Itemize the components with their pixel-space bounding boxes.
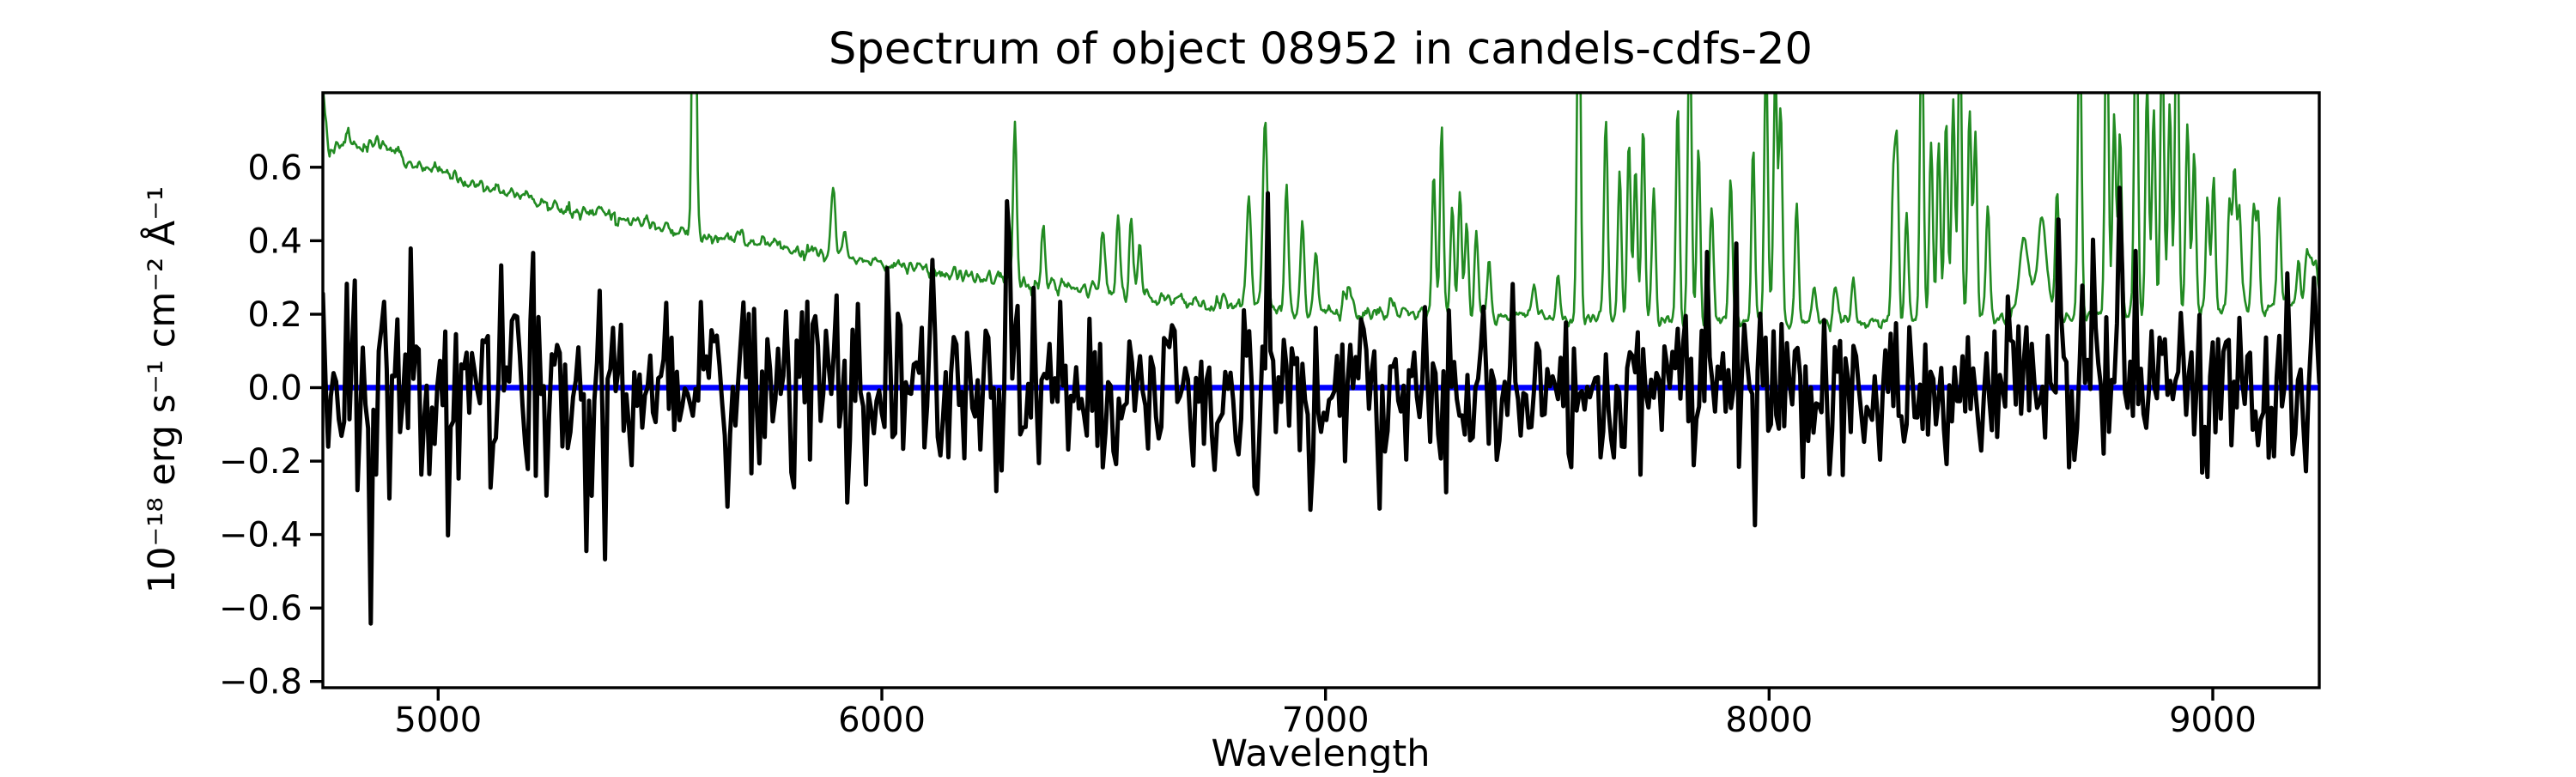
y-tick-label: −0.2 bbox=[219, 442, 302, 482]
x-tick-label: 5000 bbox=[394, 701, 482, 740]
noise-spectrum-line bbox=[323, 93, 2319, 333]
y-axis-label: 10⁻¹⁸ erg s⁻¹ cm⁻² Å⁻¹ bbox=[140, 186, 184, 593]
y-tick-label: 0.0 bbox=[247, 369, 302, 409]
y-tick-label: −0.8 bbox=[219, 663, 302, 702]
y-tick-label: 0.6 bbox=[247, 149, 302, 188]
x-tick-label: 8000 bbox=[1725, 701, 1813, 740]
flux-spectrum-line bbox=[323, 185, 2319, 626]
y-tick-label: −0.4 bbox=[219, 516, 302, 555]
x-axis-label: Wavelength bbox=[1211, 732, 1430, 773]
y-axis-ticks: −0.8 −0.6 −0.4 −0.2 0.0 0.2 0.4 0.6 bbox=[219, 149, 323, 702]
y-tick-label: −0.6 bbox=[219, 589, 302, 628]
axes-frame bbox=[321, 91, 2321, 689]
y-tick-label: 0.2 bbox=[247, 295, 302, 335]
x-axis-ticks: 5000 6000 7000 8000 9000 bbox=[394, 688, 2257, 740]
x-tick-label: 9000 bbox=[2169, 701, 2257, 740]
plot-title: Spectrum of object 08952 in candels-cdfs… bbox=[829, 24, 1813, 75]
series-lines bbox=[323, 93, 2319, 626]
y-tick-label: 0.4 bbox=[247, 222, 302, 261]
x-tick-label: 6000 bbox=[838, 701, 926, 740]
x-tick-label: 7000 bbox=[1282, 701, 1370, 740]
